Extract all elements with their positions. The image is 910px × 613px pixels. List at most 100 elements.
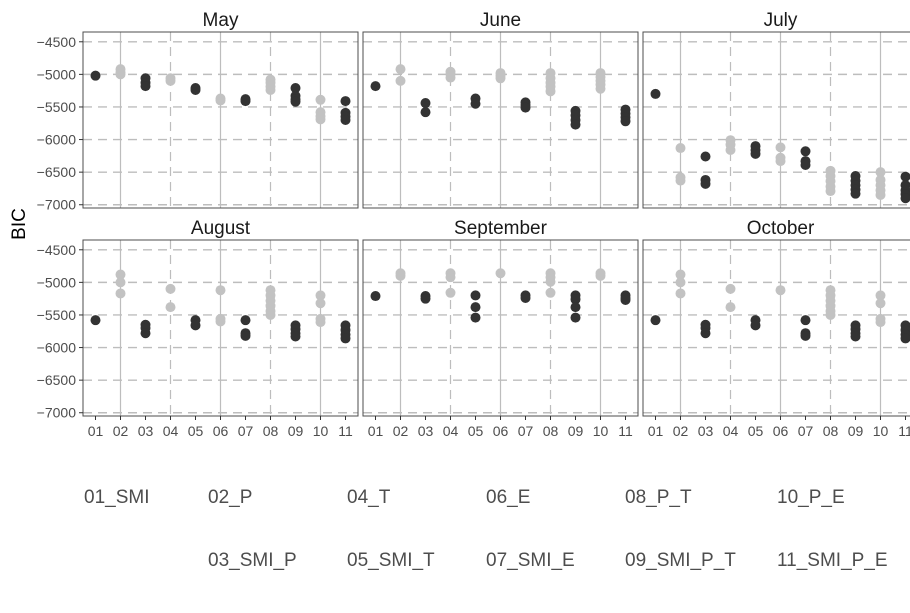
data-point: [291, 97, 301, 107]
data-point: [826, 310, 836, 320]
data-point: [571, 302, 581, 312]
x-tick-label: 03: [418, 423, 434, 439]
data-point: [446, 73, 456, 83]
x-tick-label: 07: [798, 423, 814, 439]
data-point: [291, 331, 301, 341]
data-point: [316, 317, 326, 327]
data-point: [496, 268, 506, 278]
legend-entry: 04_T: [347, 487, 435, 508]
data-point: [676, 143, 686, 153]
data-point: [116, 288, 126, 298]
y-tick-label: −7000: [37, 405, 77, 421]
y-tick-label: −5500: [37, 99, 77, 115]
panel-title: September: [454, 218, 548, 239]
data-point: [801, 331, 811, 341]
panel-title: October: [747, 218, 815, 239]
data-point: [446, 272, 456, 282]
data-point: [396, 271, 406, 281]
x-tick-label: 01: [368, 423, 384, 439]
y-tick-label: −4500: [37, 34, 77, 50]
data-point: [421, 98, 431, 108]
legend-column-2: 02_P 03_SMI_P: [208, 445, 297, 613]
x-tick-label: 04: [723, 423, 739, 439]
legend-entry: 02_P: [208, 487, 297, 508]
data-point: [851, 331, 861, 341]
legend-entry: 06_E: [486, 487, 575, 508]
data-point: [801, 315, 811, 325]
data-point: [676, 288, 686, 298]
data-point: [651, 89, 661, 99]
data-point: [726, 302, 736, 312]
data-point: [726, 145, 736, 155]
data-point: [471, 290, 481, 300]
x-tick-label: 09: [568, 423, 584, 439]
data-point: [621, 116, 631, 126]
data-point: [241, 96, 251, 106]
x-tick-label: 11: [898, 423, 910, 439]
y-tick-label: −6500: [37, 372, 77, 388]
x-tick-label: 09: [288, 423, 304, 439]
data-point: [446, 288, 456, 298]
x-tick-label: 02: [393, 423, 409, 439]
x-tick-label: 01: [648, 423, 664, 439]
y-tick-label: −5000: [37, 66, 77, 82]
legend-column-4: 06_E 07_SMI_E: [486, 445, 575, 613]
data-point: [91, 315, 101, 325]
y-tick-label: −6000: [37, 132, 77, 148]
data-point: [421, 294, 431, 304]
legend-entry: 11_SMI_P_E: [777, 550, 888, 571]
data-point: [341, 333, 351, 343]
panel-june: June: [363, 10, 638, 208]
data-point: [266, 85, 276, 95]
data-point: [701, 152, 711, 162]
data-point: [141, 81, 151, 91]
data-point: [116, 277, 126, 287]
data-point: [701, 328, 711, 338]
data-point: [776, 285, 786, 295]
data-point: [571, 120, 581, 130]
panel-title: August: [191, 218, 251, 239]
y-tick-label: −5000: [37, 274, 77, 290]
legend-entry: 08_P_T: [625, 487, 736, 508]
data-point: [116, 69, 126, 79]
data-point: [166, 284, 176, 294]
data-point: [371, 81, 381, 91]
data-point: [216, 285, 226, 295]
data-point: [776, 142, 786, 152]
legend-entry: 10_P_E: [777, 487, 888, 508]
legend-entry: 05_SMI_T: [347, 550, 435, 571]
y-tick-label: −7000: [37, 197, 77, 213]
panel-title: June: [480, 10, 521, 31]
data-point: [341, 115, 351, 125]
data-point: [191, 85, 201, 95]
panel-may: May−7000−6500−6000−5500−5000−4500: [37, 10, 358, 213]
data-point: [851, 189, 861, 199]
data-point: [471, 313, 481, 323]
data-point: [676, 277, 686, 287]
data-point: [471, 99, 481, 109]
x-tick-label: 10: [593, 423, 609, 439]
x-tick-label: 11: [618, 423, 633, 439]
data-point: [726, 284, 736, 294]
data-point: [521, 103, 531, 113]
x-tick-label: 06: [773, 423, 789, 439]
data-point: [316, 95, 326, 105]
bic-facet-scatter-chart: BICMay−7000−6500−6000−5500−5000−4500June…: [0, 0, 910, 521]
data-point: [241, 315, 251, 325]
data-point: [266, 310, 276, 320]
data-point: [166, 76, 176, 86]
data-point: [166, 302, 176, 312]
data-point: [521, 293, 531, 303]
x-tick-label: 01: [88, 423, 104, 439]
data-point: [91, 71, 101, 81]
data-point: [421, 107, 431, 117]
panel-july: July: [643, 10, 910, 208]
legend-column-6: 10_P_E 11_SMI_P_E: [777, 445, 888, 613]
x-tick-label: 02: [113, 423, 129, 439]
data-point: [396, 64, 406, 74]
model-legend: 01_SMI 02_P 03_SMI_P 04_T 05_SMI_T 06_E …: [0, 445, 910, 521]
y-tick-label: −4500: [37, 242, 77, 258]
data-point: [876, 298, 886, 308]
